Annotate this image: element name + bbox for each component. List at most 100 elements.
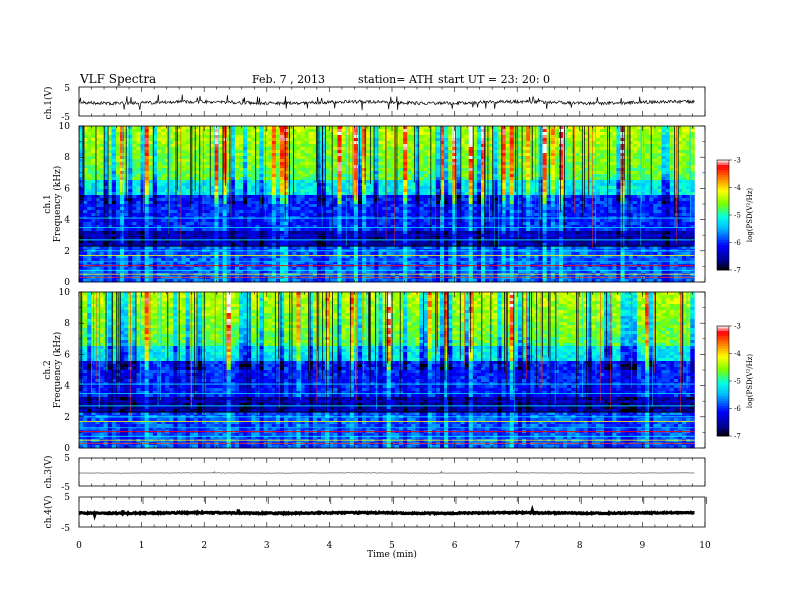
spectrogram-cell	[448, 141, 453, 145]
spectrogram-cell	[419, 204, 425, 208]
spectrogram-cell	[509, 180, 515, 184]
spectrogram-cell	[682, 129, 687, 133]
spectrogram-cell	[624, 189, 630, 193]
spectrogram-cell	[390, 159, 396, 163]
spectrogram-cell	[485, 183, 490, 187]
spectrogram-cell	[415, 174, 420, 178]
spectrogram-cell	[107, 192, 113, 196]
spectrogram-cell	[485, 138, 490, 142]
spectrogram-cell	[329, 222, 334, 226]
spectrogram-cell	[579, 201, 584, 205]
spectrogram-cell	[271, 189, 277, 193]
spectrogram-cell	[431, 192, 437, 196]
spectrogram-cell	[411, 171, 416, 175]
spectrogram-cell	[193, 210, 199, 214]
spectrogram-cell	[464, 210, 470, 214]
spectrogram-cell	[321, 177, 326, 181]
spectrogram-cell	[87, 165, 92, 169]
spectrogram-cell	[382, 138, 388, 142]
spectrogram-cell	[386, 195, 392, 199]
spectrogram-cell	[571, 207, 576, 211]
spectrogram-cell	[624, 135, 630, 139]
spectrogram-cell	[230, 213, 236, 217]
spectrogram-cell	[218, 165, 223, 169]
spectrogram-cell	[169, 189, 174, 193]
spectrogram-cell	[148, 204, 154, 208]
spectrogram-cell	[321, 183, 326, 187]
spectrogram-cell	[312, 156, 318, 160]
spectrogram-cell	[567, 198, 572, 202]
spectrogram-cell	[407, 183, 412, 187]
spectrogram-cell	[513, 156, 519, 160]
spectrogram-cell	[140, 156, 146, 160]
spectrogram-cell	[111, 156, 117, 160]
spectrogram-cell	[472, 210, 478, 214]
spectrogram-cell	[513, 165, 519, 169]
spectrogram-cell	[107, 186, 113, 190]
spectrogram-cell	[292, 222, 297, 226]
spectrogram-cell	[497, 135, 502, 139]
spectrogram-cell	[87, 219, 92, 223]
spectrogram-cell	[329, 165, 334, 169]
spectrogram-cell	[210, 213, 215, 217]
spectrogram-cell	[468, 159, 474, 163]
spectrogram-cell	[247, 147, 252, 151]
spectrogram-cell	[468, 153, 474, 157]
spectrogram-cell	[628, 219, 634, 223]
spectrogram-cell	[612, 162, 617, 166]
spectrogram-cell	[304, 159, 310, 163]
spectrogram-cell	[460, 129, 466, 133]
spectrogram-cell	[251, 201, 256, 205]
spectrogram-cell	[300, 213, 306, 217]
spectrogram-cell	[509, 144, 515, 148]
spectrogram-cell	[210, 144, 215, 148]
spectrogram-cell	[575, 132, 580, 136]
spectrogram-cell	[152, 168, 158, 172]
spectrogram-cell	[587, 195, 593, 199]
spectrogram-cell	[460, 183, 466, 187]
spectrogram-cell	[501, 183, 507, 187]
spectrogram-cell	[517, 213, 523, 217]
spectrogram-cell	[460, 135, 466, 139]
spectrogram-cell	[288, 162, 293, 166]
spectrogram-cell	[526, 210, 531, 214]
spectrogram-cell	[300, 141, 306, 145]
spectrogram-cell	[169, 135, 174, 139]
spectrogram-cell	[95, 204, 100, 208]
spectrogram-cell	[288, 138, 293, 142]
spectrogram-cell	[370, 177, 375, 181]
spectrogram-cell	[542, 189, 548, 193]
spectrogram-cell	[202, 147, 207, 151]
spectrogram-cell	[156, 204, 162, 208]
spectrogram-cell	[575, 171, 580, 175]
spectrogram-cell	[267, 153, 273, 157]
spectrogram-cell	[628, 177, 634, 181]
spectrogram-cell	[407, 144, 412, 148]
spectrogram-cell	[448, 165, 453, 169]
spectrogram-cell	[316, 192, 322, 196]
spectrogram-cell	[152, 144, 158, 148]
spectrogram-cell	[382, 210, 388, 214]
spectrogram-cell	[419, 174, 425, 178]
spectrogram-cell	[95, 219, 100, 223]
spectrogram-cell	[156, 171, 162, 175]
ch1-spectrogram-image	[79, 126, 695, 283]
spectrogram-cell	[628, 138, 634, 142]
spectrogram-cell	[95, 153, 100, 157]
spectrogram-cell	[575, 138, 580, 142]
spectrogram-cell	[267, 129, 273, 133]
spectrogram-cell	[427, 132, 433, 136]
spectrogram-cell	[493, 138, 498, 142]
spectrogram-cell	[608, 165, 613, 169]
spectrogram-cell	[636, 204, 642, 208]
spectrogram-cell	[275, 168, 281, 172]
spectrogram-cell	[563, 201, 568, 205]
spectrogram-cell	[312, 207, 318, 211]
spectrogram-cell	[243, 201, 248, 205]
spectrogram-cell	[628, 213, 634, 217]
spectrogram-cell	[374, 219, 379, 223]
spectrogram-cell	[673, 195, 679, 199]
spectrogram-cell	[337, 132, 342, 136]
spectrogram-cell	[501, 210, 507, 214]
spectrogram-cell	[661, 141, 667, 145]
